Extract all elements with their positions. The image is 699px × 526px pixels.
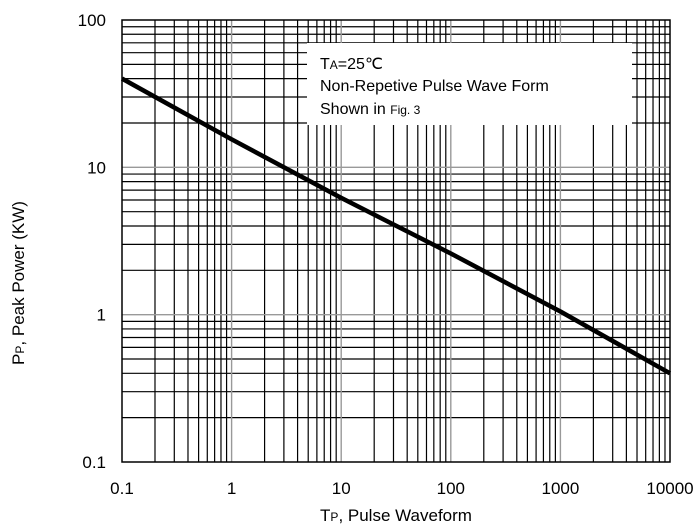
annotation-line-2: Non-Repetive Pulse Wave Form	[320, 78, 549, 95]
annotation-ta-main: T	[320, 56, 330, 73]
annotation-fig-ref: Fig. 3	[390, 103, 420, 117]
annotation-ta-value: =25℃	[338, 56, 383, 73]
x-tick-label: 10	[332, 479, 351, 498]
y-axis-title-rest: , Peak Power (KW)	[9, 201, 28, 346]
x-tick-label: 1000	[541, 479, 579, 498]
annotation-ta-sub: A	[330, 58, 338, 72]
y-tick-label: 100	[78, 11, 106, 30]
x-tick-label: 1	[227, 479, 236, 498]
annotation-line-1: TA=25℃	[320, 56, 383, 73]
x-tick-label: 0.1	[110, 479, 134, 498]
plot-frame	[121, 19, 671, 463]
y-axis-title-sub: P	[13, 346, 27, 354]
x-axis-title: TP, Pulse Waveform	[320, 506, 472, 525]
x-tick-labels: 0.1 1 10 100 1000 10000	[110, 479, 693, 498]
x-axis-title-sub: P	[330, 510, 338, 524]
x-axis-title-rest: , Pulse Waveform	[338, 506, 472, 525]
annotation-box	[307, 43, 632, 125]
y-tick-label: 1	[97, 306, 106, 325]
annotation-line-3: Shown in Fig. 3	[320, 101, 421, 118]
x-axis-title-main: T	[320, 506, 330, 525]
annotation-shown-in: Shown in	[320, 101, 390, 118]
x-tick-label: 10000	[646, 479, 693, 498]
y-axis-title-main: P	[9, 354, 28, 365]
y-axis-title: PP, Peak Power (KW)	[9, 201, 28, 365]
y-tick-label: 10	[87, 158, 106, 177]
series-line	[120, 76, 672, 376]
y-tick-labels: 0.1 1 10 100	[78, 11, 106, 472]
x-tick-label: 100	[437, 479, 465, 498]
y-tick-label: 0.1	[82, 453, 106, 472]
